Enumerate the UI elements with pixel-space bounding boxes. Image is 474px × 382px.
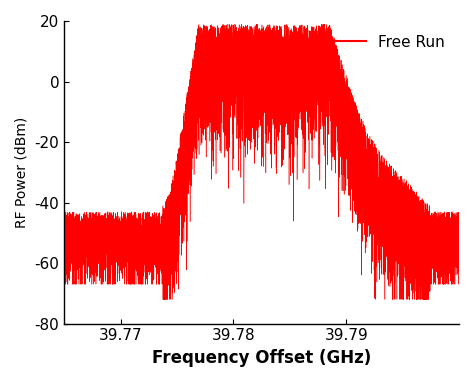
X-axis label: Frequency Offset (GHz): Frequency Offset (GHz) (152, 349, 371, 367)
Y-axis label: RF Power (dBm): RF Power (dBm) (15, 117, 29, 228)
Legend: Free Run: Free Run (329, 29, 451, 56)
